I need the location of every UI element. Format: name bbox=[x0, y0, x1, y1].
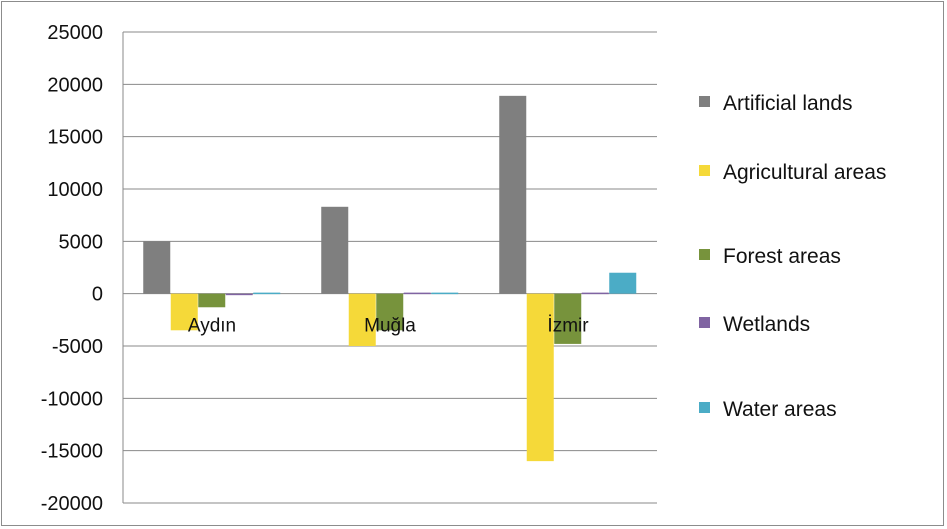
legend-swatch bbox=[699, 402, 710, 413]
bar bbox=[321, 206, 349, 294]
y-axis-tick-labels: 25000 20000 15000 10000 5000 0 -5000 -10000 -150… bbox=[41, 22, 103, 515]
legend-swatch bbox=[699, 165, 710, 176]
legend-label: Artificial lands bbox=[723, 92, 853, 115]
bar bbox=[499, 95, 527, 294]
y-tick-label: -15000 bbox=[41, 441, 103, 463]
gridlines bbox=[122, 31, 657, 504]
category-label: Muğla bbox=[364, 316, 416, 337]
bar bbox=[198, 293, 226, 308]
y-tick-label: 25000 bbox=[47, 22, 103, 44]
category-label: İzmir bbox=[547, 316, 589, 337]
y-tick-label: 5000 bbox=[59, 231, 104, 253]
legend-swatch bbox=[699, 317, 710, 328]
legend: Artificial lands Agricultural areas Forest… bbox=[699, 92, 886, 421]
y-tick-label: 15000 bbox=[47, 127, 103, 149]
bar bbox=[554, 293, 582, 344]
category-labels: Aydın Muğla İzmir bbox=[188, 316, 589, 337]
legend-swatch bbox=[699, 249, 710, 260]
bar bbox=[170, 293, 198, 331]
legend-swatch bbox=[699, 96, 710, 107]
legend-label: Wetlands bbox=[723, 313, 810, 336]
bar bbox=[526, 293, 554, 462]
category-label: Aydın bbox=[188, 316, 236, 337]
bar bbox=[403, 292, 431, 295]
y-tick-label: 20000 bbox=[47, 74, 103, 96]
bar bbox=[581, 292, 609, 295]
bar bbox=[431, 292, 459, 295]
bar bbox=[225, 293, 253, 296]
legend-label: Agricultural areas bbox=[723, 161, 886, 184]
y-tick-label: 10000 bbox=[47, 179, 103, 201]
legend-label: Water areas bbox=[723, 398, 837, 421]
bar bbox=[143, 241, 171, 294]
bar bbox=[609, 272, 637, 294]
bars bbox=[143, 95, 637, 462]
y-tick-label: -20000 bbox=[41, 493, 103, 515]
y-tick-label: 0 bbox=[92, 284, 103, 306]
bar bbox=[253, 292, 281, 295]
legend-label: Forest areas bbox=[723, 245, 841, 268]
bar bbox=[376, 293, 404, 331]
y-tick-label: -10000 bbox=[41, 388, 103, 410]
bar bbox=[348, 293, 376, 346]
y-tick-label: -5000 bbox=[52, 336, 103, 358]
